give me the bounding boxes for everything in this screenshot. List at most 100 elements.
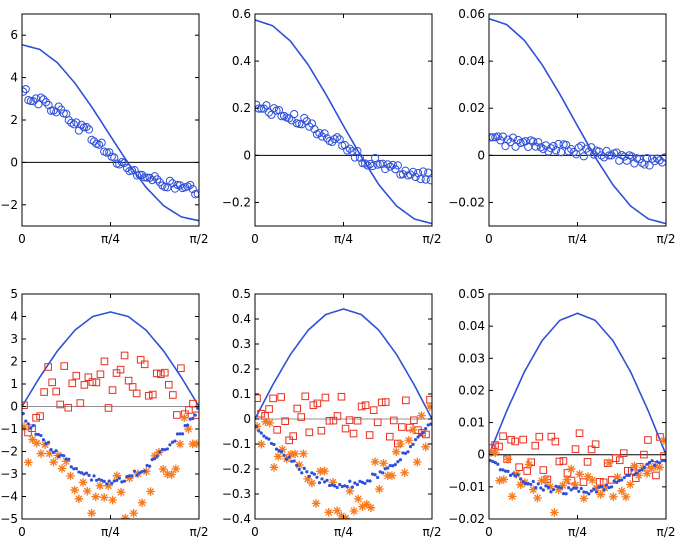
data-point-dot	[107, 479, 111, 483]
x-tick-label: π/4	[334, 232, 353, 246]
data-point-circle	[584, 147, 593, 156]
data-point-dot	[572, 486, 576, 490]
data-point-star	[391, 447, 401, 457]
data-point-dot	[350, 485, 354, 489]
x-tick-label: 0	[251, 232, 259, 246]
data-point-square	[499, 432, 507, 440]
data-point-circle	[421, 175, 430, 184]
data-point-dot	[373, 473, 377, 477]
x-tick-label: 0	[18, 525, 26, 539]
data-point-dot	[29, 426, 33, 430]
data-point-star	[137, 498, 147, 508]
data-point-star	[646, 463, 656, 473]
data-point-star	[112, 471, 122, 481]
y-tick-label: 0	[477, 448, 485, 462]
series-model-line	[255, 19, 432, 225]
data-point-dot	[531, 479, 535, 484]
data-point-star	[120, 513, 130, 519]
data-point-dot	[426, 423, 430, 427]
data-point-dot	[315, 475, 319, 479]
data-point-dot	[257, 429, 261, 433]
data-point-dot	[501, 468, 505, 472]
x-tick-label: π/2	[423, 232, 442, 246]
data-point-star	[524, 460, 534, 469]
data-point-circle	[574, 143, 583, 152]
data-point-dot	[622, 475, 626, 480]
data-point-circle	[536, 143, 545, 152]
series-star	[255, 402, 432, 519]
data-point-star	[579, 494, 589, 503]
data-point-star	[175, 439, 185, 449]
data-point-square	[255, 394, 261, 402]
x-tick-label: 0	[251, 525, 259, 539]
data-point-dot	[519, 477, 523, 481]
data-point-dot	[541, 488, 545, 492]
data-point-square	[269, 394, 277, 403]
data-point-circle	[95, 140, 104, 149]
data-point-square	[325, 416, 334, 425]
data-point-dot	[320, 477, 324, 481]
y-tick-label: −2	[0, 445, 18, 459]
data-point-star	[596, 490, 605, 499]
data-point-dot	[647, 461, 652, 465]
data-point-star	[303, 474, 312, 484]
data-point-dot	[421, 431, 425, 435]
data-point-dot	[567, 486, 571, 490]
data-point-circle	[511, 142, 520, 151]
data-point-dot	[305, 470, 309, 474]
data-point-dot	[363, 481, 367, 486]
data-point-dot	[191, 416, 195, 421]
data-point-dot	[493, 461, 497, 465]
x-tick-label: π/4	[334, 525, 353, 539]
data-point-square	[623, 466, 632, 475]
data-point-circle	[605, 151, 614, 160]
data-point-square	[527, 458, 536, 467]
data-point-dot	[282, 453, 286, 457]
series-star	[489, 436, 666, 517]
data-point-circle	[302, 117, 311, 126]
y-tick-label: 0.1	[232, 387, 251, 401]
data-point-dot	[67, 457, 71, 461]
y-tick-label: −4	[0, 490, 18, 504]
data-point-square	[72, 371, 81, 380]
data-point-star	[179, 413, 189, 423]
data-point-dot	[57, 455, 61, 459]
data-point-dot	[137, 471, 142, 475]
data-point-star	[83, 486, 92, 496]
data-point-circle	[64, 116, 73, 125]
data-point-dot	[330, 483, 334, 487]
data-point-star	[99, 493, 109, 502]
data-point-star	[307, 478, 317, 488]
data-point-dot	[39, 433, 43, 438]
data-point-dot	[277, 449, 281, 453]
data-point-circle	[546, 144, 556, 153]
data-point-dot	[97, 477, 101, 481]
data-point-dot	[255, 424, 258, 429]
data-point-dot	[579, 486, 583, 491]
data-point-dot	[406, 450, 410, 454]
data-point-dot	[322, 480, 327, 484]
data-point-dot	[290, 459, 294, 463]
data-point-dot	[383, 467, 387, 471]
data-point-dot	[589, 489, 594, 493]
data-point-star	[171, 464, 181, 474]
plot-area	[255, 308, 432, 519]
data-point-star	[412, 457, 422, 467]
data-point-dot	[94, 478, 99, 482]
data-point-square	[422, 430, 430, 439]
data-point-star	[375, 484, 384, 494]
data-point-dot	[34, 432, 38, 436]
data-point-circle	[69, 120, 78, 129]
data-point-dot	[599, 485, 604, 489]
data-point-star	[400, 468, 409, 478]
data-point-star	[655, 463, 664, 472]
panel-6: −0.02 −0.01 0 0.01 0.02 0.03 0.04 0.05 0 π/4 π/2	[448, 287, 675, 539]
data-point-dot	[317, 481, 322, 485]
data-point-dot	[561, 492, 566, 496]
data-point-star	[541, 475, 551, 484]
data-point-dot	[77, 470, 81, 474]
data-point-star	[116, 487, 126, 497]
data-point-dot	[46, 440, 51, 444]
data-point-square	[365, 431, 374, 439]
